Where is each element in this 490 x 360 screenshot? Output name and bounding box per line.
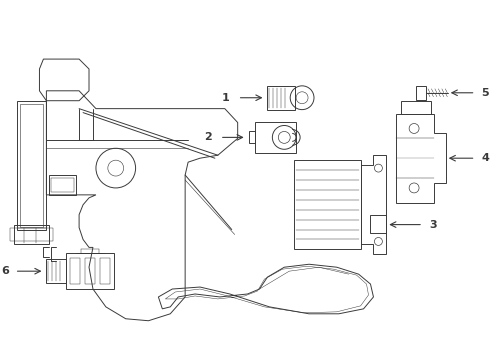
Text: 2: 2: [204, 132, 212, 143]
Text: 1: 1: [222, 93, 230, 103]
Text: 3: 3: [429, 220, 437, 230]
Text: 4: 4: [482, 153, 490, 163]
Text: 6: 6: [1, 266, 9, 276]
Text: 5: 5: [482, 88, 490, 98]
